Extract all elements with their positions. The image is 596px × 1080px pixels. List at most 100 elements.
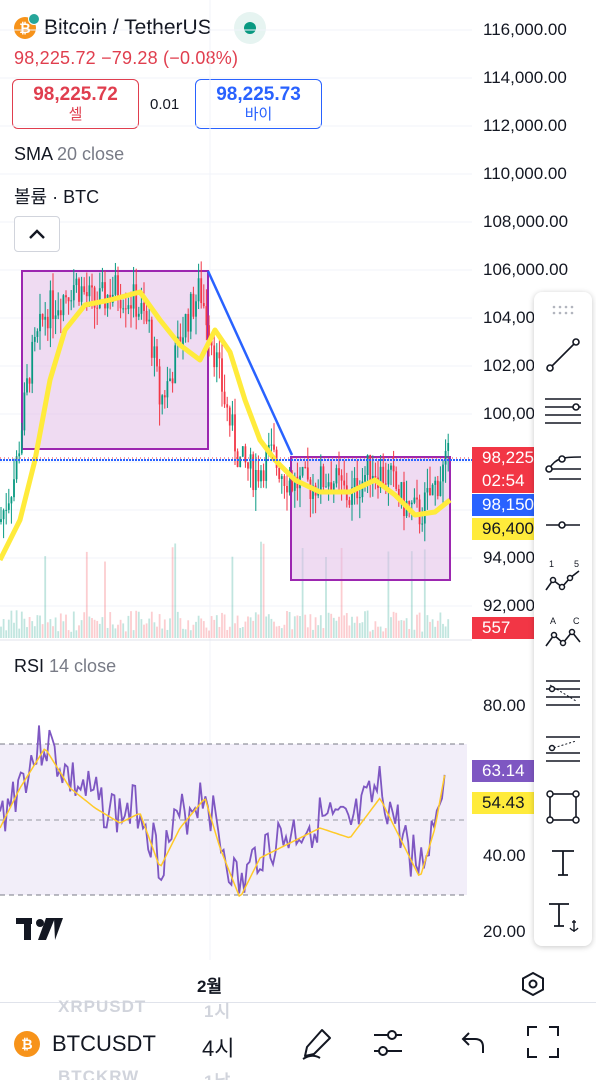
volume-bar bbox=[46, 622, 49, 638]
volume-bar bbox=[226, 629, 229, 638]
volume-bar bbox=[171, 547, 174, 638]
rectangle-tool[interactable] bbox=[542, 786, 584, 828]
market-open-icon bbox=[233, 12, 266, 44]
volume-bar bbox=[10, 610, 13, 638]
volume-bar bbox=[59, 613, 62, 638]
chart-settings-button[interactable] bbox=[520, 971, 546, 1002]
candle-body bbox=[301, 466, 304, 476]
volume-bar bbox=[301, 547, 304, 638]
volume-bar bbox=[322, 628, 325, 638]
candle-body bbox=[104, 282, 106, 309]
volume-bar bbox=[392, 611, 395, 638]
fib-retracement-tool[interactable] bbox=[542, 672, 584, 714]
candle-body bbox=[228, 407, 231, 426]
interval-selector[interactable]: 4시 bbox=[202, 1036, 235, 1061]
fib-retracement-icon bbox=[546, 680, 580, 706]
undo-button[interactable] bbox=[455, 1027, 489, 1064]
price-axis-label: 108,000.00 bbox=[483, 212, 569, 231]
candle-body bbox=[85, 292, 88, 297]
volume-bar bbox=[410, 551, 413, 638]
trend-line-tool[interactable] bbox=[542, 334, 584, 376]
fullscreen-button[interactable] bbox=[524, 1023, 562, 1066]
candle-body bbox=[395, 471, 398, 489]
svg-text:A: A bbox=[550, 616, 556, 626]
candle-body bbox=[423, 492, 426, 524]
symbol-list-ghost: XRPUSDT bbox=[58, 997, 147, 1016]
tradingview-logo-icon bbox=[16, 918, 63, 940]
candle-body bbox=[36, 331, 39, 337]
fib-extension-tool[interactable] bbox=[542, 728, 584, 770]
collapse-legend-button[interactable] bbox=[14, 216, 60, 252]
buy-button[interactable]: 98,225.73 바이 bbox=[195, 79, 322, 129]
candle-body bbox=[283, 476, 286, 486]
candle-body bbox=[231, 414, 234, 426]
candle-body bbox=[384, 483, 387, 485]
volume-bar bbox=[88, 616, 91, 638]
indicators-button[interactable] bbox=[370, 1025, 406, 1066]
drag-handle-icon[interactable] bbox=[551, 302, 575, 320]
volume-bar bbox=[135, 610, 138, 638]
candle-body bbox=[46, 316, 49, 329]
volume-legend[interactable]: 볼륨 · BTC bbox=[14, 187, 100, 207]
candle-body bbox=[189, 293, 192, 332]
price-axis-label: 112,000.00 bbox=[483, 116, 567, 135]
volume-bar bbox=[174, 543, 177, 638]
candle-body bbox=[197, 278, 200, 302]
candle-body bbox=[143, 303, 145, 311]
volume-bar bbox=[356, 616, 359, 638]
tradingview-logo[interactable] bbox=[16, 916, 64, 947]
sell-button[interactable]: 98,225.72 셀 bbox=[12, 79, 139, 129]
volume-bar bbox=[187, 620, 190, 638]
volume-bar bbox=[205, 627, 208, 638]
candle-body bbox=[169, 378, 171, 382]
candle-body bbox=[436, 480, 439, 497]
candle-body bbox=[291, 480, 294, 491]
candle-body bbox=[135, 284, 138, 317]
rsi-legend[interactable]: RSI 14 close bbox=[14, 656, 117, 676]
pitchfork-tool[interactable] bbox=[542, 446, 584, 488]
volume-bar bbox=[408, 628, 411, 638]
candle-body bbox=[117, 275, 119, 300]
candle-body bbox=[127, 305, 130, 310]
volume-bar bbox=[23, 618, 26, 638]
volume-bar bbox=[83, 612, 86, 638]
volume-bar bbox=[15, 610, 18, 638]
volume-bar bbox=[413, 629, 416, 638]
volume-bar bbox=[156, 626, 158, 638]
sma-legend[interactable]: SMA 20 close bbox=[14, 144, 125, 164]
drawing-mode-button[interactable] bbox=[300, 1025, 336, 1066]
horizontal-ray-tool[interactable] bbox=[542, 504, 584, 546]
candle-body bbox=[416, 497, 418, 500]
candle-body bbox=[426, 487, 429, 493]
bottom-bar: XRPUSDT 1시 BTCKRW 1날 ₿ BTCUSDT 4시 bbox=[0, 997, 596, 1080]
spread-value: 0.01 bbox=[150, 96, 180, 113]
volume-bar bbox=[390, 617, 392, 638]
candle-body bbox=[200, 278, 203, 304]
volume-bars bbox=[0, 541, 450, 638]
volume-bar bbox=[114, 628, 117, 638]
trend-line[interactable] bbox=[206, 270, 294, 456]
candle-body bbox=[148, 319, 151, 322]
volume-bar bbox=[234, 623, 236, 638]
horizontal-lines-tool[interactable] bbox=[542, 390, 584, 432]
interval-list-ghost: 1날 bbox=[204, 1067, 231, 1080]
candle-body bbox=[413, 497, 416, 503]
volume-bar bbox=[374, 621, 377, 638]
text-tool[interactable] bbox=[542, 842, 584, 884]
volume-bar bbox=[33, 626, 36, 638]
volume-bar bbox=[192, 624, 195, 638]
volume-bar bbox=[340, 547, 343, 638]
candle-body bbox=[348, 500, 351, 505]
buy-label: 바이 bbox=[244, 106, 273, 123]
candle-body bbox=[358, 497, 361, 499]
candle-body bbox=[293, 476, 296, 491]
price-chart[interactable] bbox=[0, 0, 596, 1002]
anchored-text-tool[interactable] bbox=[542, 896, 584, 938]
symbol-selector[interactable]: ₿ BTCUSDT bbox=[14, 1031, 156, 1057]
symbol-header[interactable]: ₿ Bitcoin / TetherUS bbox=[14, 12, 266, 44]
volume-bar bbox=[286, 611, 288, 638]
